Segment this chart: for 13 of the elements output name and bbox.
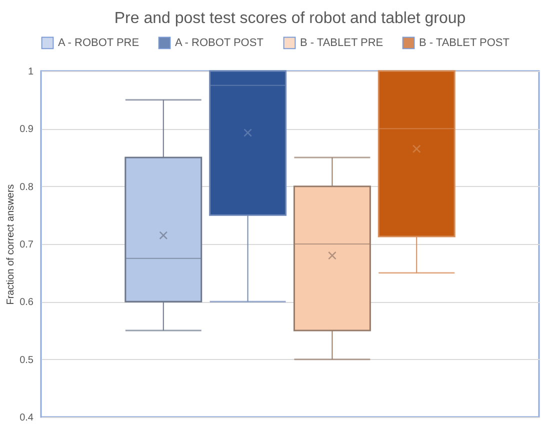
y-axis-title: Fraction of correct answers [6, 184, 17, 305]
legend-label: B - TABLET POST [419, 36, 510, 49]
y-tick-label: 0.6 [20, 297, 34, 308]
legend-label: A - ROBOT POST [175, 36, 264, 49]
y-tick-label: 0.5 [20, 354, 34, 366]
y-tick-label: 1 [28, 66, 34, 78]
y-tick-label: 0.4 [20, 412, 34, 424]
legend-label: A - ROBOT PRE [58, 36, 140, 49]
y-tick-label: 0.7 [20, 240, 34, 250]
chart-title: Pre and post test scores of robot and tablet group [114, 10, 466, 27]
y-tick-label: 0.8 [20, 182, 34, 193]
y-tick-label: 0.9 [20, 124, 34, 136]
legend-label: B - TABLET PRE [300, 36, 384, 49]
